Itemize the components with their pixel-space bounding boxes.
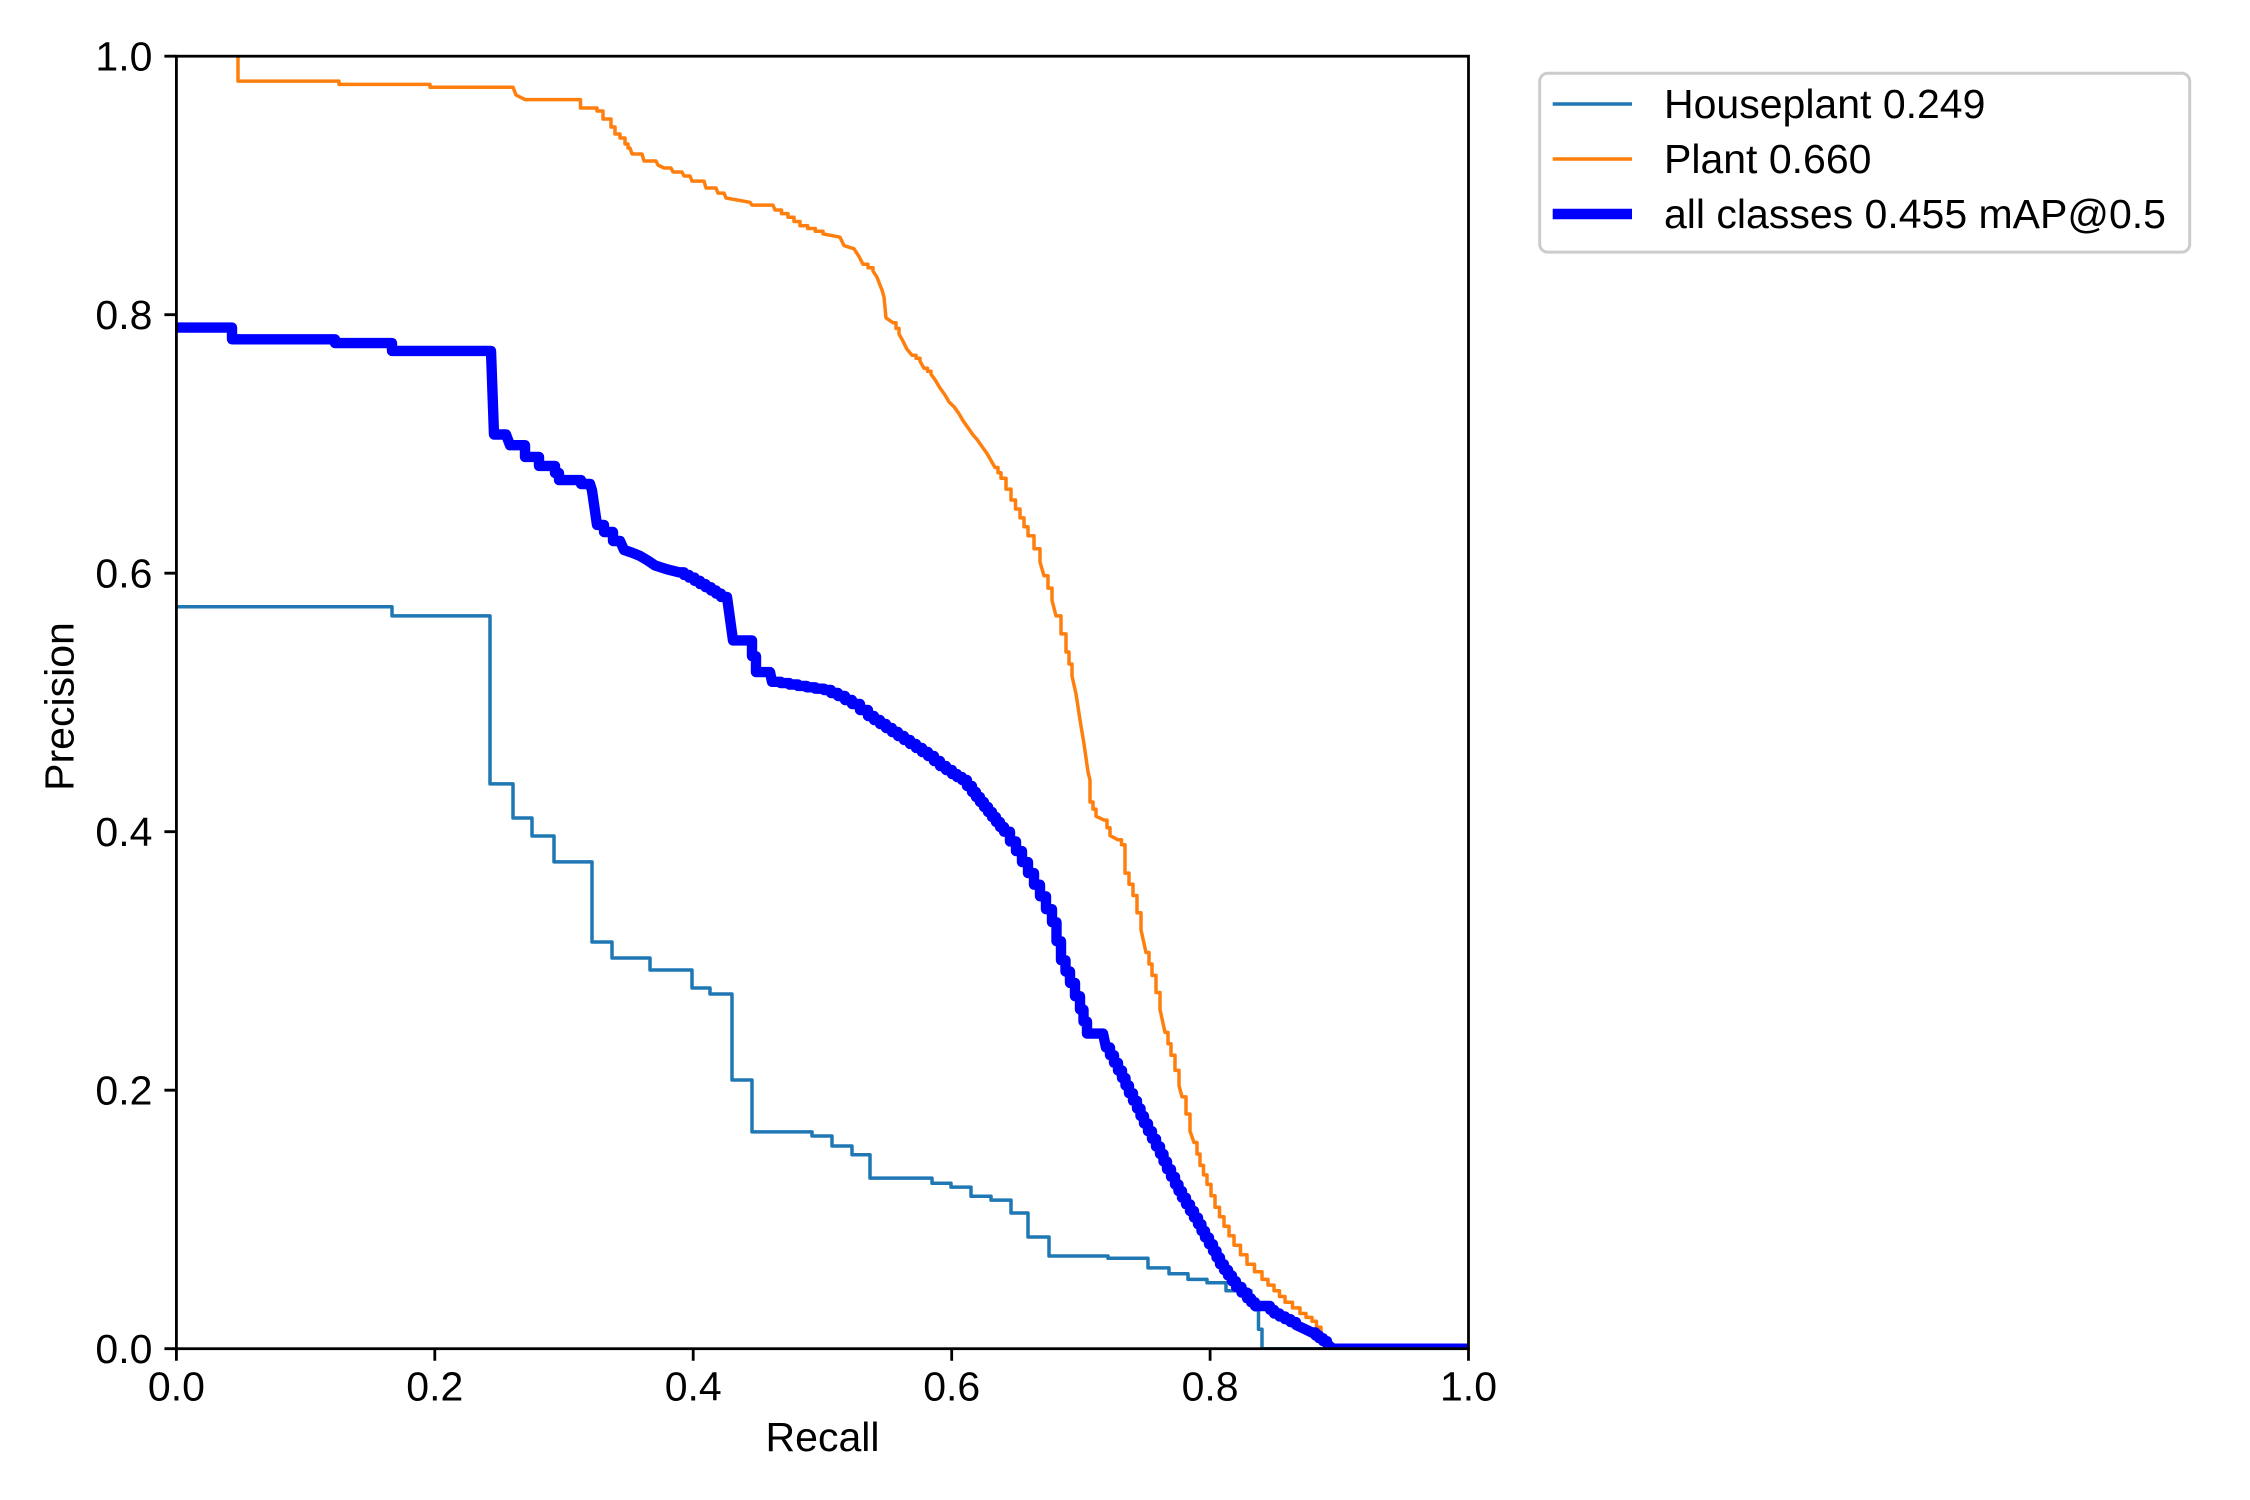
svg-text:0.0: 0.0 <box>95 1326 152 1372</box>
svg-text:Houseplant 0.249: Houseplant 0.249 <box>1664 81 1985 127</box>
svg-text:1.0: 1.0 <box>95 33 152 79</box>
svg-text:0.0: 0.0 <box>148 1364 205 1410</box>
svg-text:0.4: 0.4 <box>665 1364 722 1410</box>
svg-text:0.2: 0.2 <box>406 1364 463 1410</box>
svg-text:0.4: 0.4 <box>95 809 152 855</box>
svg-text:0.6: 0.6 <box>923 1364 980 1410</box>
svg-text:Recall: Recall <box>766 1414 880 1460</box>
svg-text:all classes 0.455 mAP@0.5: all classes 0.455 mAP@0.5 <box>1664 191 2166 237</box>
svg-text:Precision: Precision <box>37 622 83 791</box>
svg-text:0.8: 0.8 <box>95 292 152 338</box>
svg-text:0.8: 0.8 <box>1182 1364 1239 1410</box>
svg-text:Plant 0.660: Plant 0.660 <box>1664 136 1871 182</box>
svg-text:0.6: 0.6 <box>95 550 152 596</box>
svg-text:1.0: 1.0 <box>1440 1364 1497 1410</box>
svg-text:0.2: 0.2 <box>95 1067 152 1113</box>
